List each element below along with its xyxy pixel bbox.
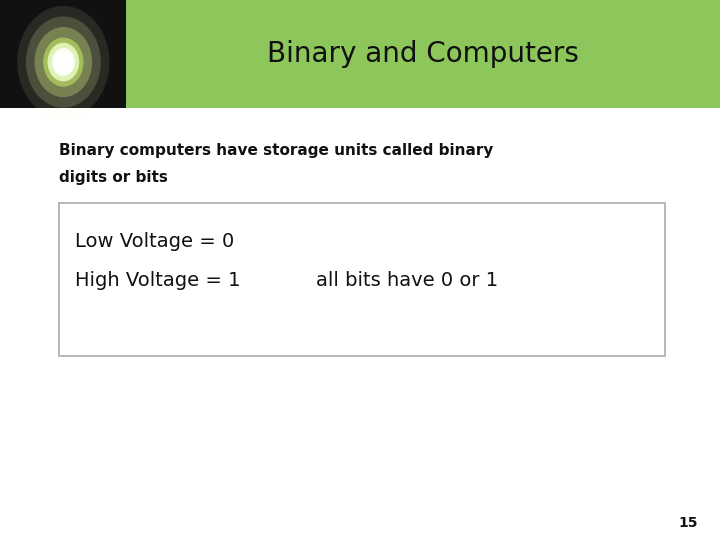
Text: Binary computers have storage units called binary: Binary computers have storage units call…: [59, 143, 493, 158]
Text: Binary and Computers: Binary and Computers: [267, 40, 579, 68]
Bar: [0, 0, 720, 108]
FancyBboxPatch shape: [59, 202, 665, 356]
Text: 15: 15: [679, 516, 698, 530]
Text: High Voltage = 1: High Voltage = 1: [75, 271, 240, 290]
Ellipse shape: [48, 43, 79, 82]
Ellipse shape: [43, 38, 84, 86]
Ellipse shape: [52, 48, 75, 76]
Ellipse shape: [26, 16, 101, 108]
Ellipse shape: [35, 27, 92, 97]
Text: digits or bits: digits or bits: [59, 170, 168, 185]
Text: Low Voltage = 0: Low Voltage = 0: [75, 232, 234, 251]
Ellipse shape: [17, 6, 109, 118]
Bar: [0, 0, 126, 108]
Ellipse shape: [53, 51, 73, 73]
Text: all bits have 0 or 1: all bits have 0 or 1: [316, 271, 498, 290]
